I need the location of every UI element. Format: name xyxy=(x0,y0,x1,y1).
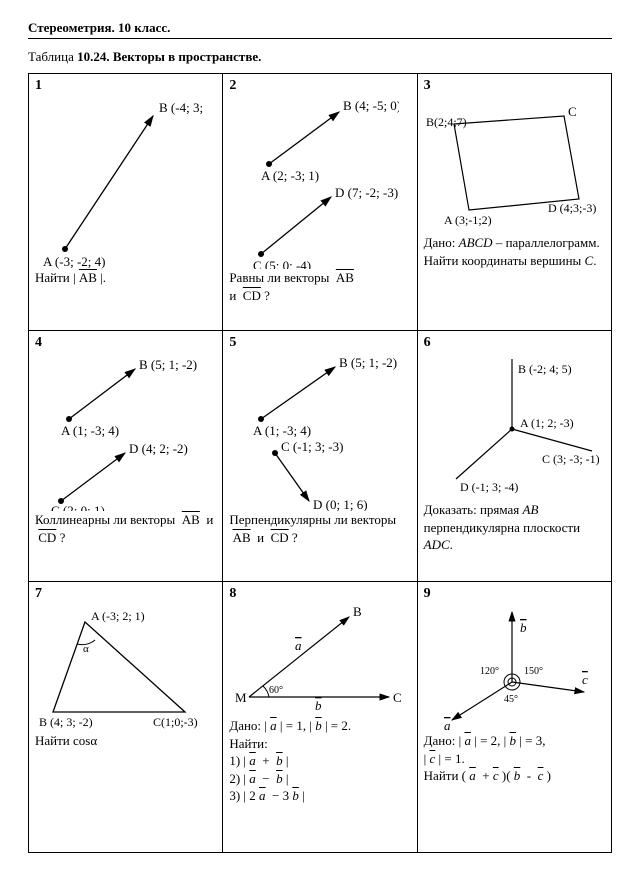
page-header: Стереометрия. 10 класс. xyxy=(28,20,612,39)
svg-text:B (-2; 4; 5): B (-2; 4; 5) xyxy=(518,362,572,376)
svg-text:c: c xyxy=(582,672,588,687)
cell-number: 4 xyxy=(35,335,216,351)
svg-text:D (4; 2; -2): D (4; 2; -2) xyxy=(129,441,188,456)
svg-text:A (-3; 2; 1): A (-3; 2; 1) xyxy=(91,609,145,623)
task-text: Дано: | a | = 2, | b | = 3, | c | = 1. Н… xyxy=(424,732,605,785)
cell-3: 3 B(2;4;7) C D (4;3;-3) A (3;-1;2) Дано:… xyxy=(417,74,611,331)
diagram-1: B (-4; 3; 2) A (-3; -2; 4) xyxy=(35,94,205,269)
svg-text:a: a xyxy=(295,638,302,653)
cell-4: 4 B (5; 1; -2) A (1; -3; 4) D (4; 2; -2)… xyxy=(29,331,223,582)
label-A: A (-3; -2; 4) xyxy=(43,254,105,269)
task-text: Найти cosα xyxy=(35,732,216,750)
cell-7: 7 α A (-3; 2; 1) B (4; 3; -2) C(1;0;-3) … xyxy=(29,582,223,853)
cell-number: 1 xyxy=(35,78,216,94)
title-prefix: Таблица xyxy=(28,49,77,64)
cell-9: 9 b c a 120° 150° 45° Дано: | a | = 2, |… xyxy=(417,582,611,853)
diagram-4: B (5; 1; -2) A (1; -3; 4) D (4; 2; -2) C… xyxy=(35,351,205,511)
svg-text:B (5; 1; -2): B (5; 1; -2) xyxy=(139,357,197,372)
problem-grid: 1 B (-4; 3; 2) A (-3; -2; 4) Найти | AB … xyxy=(28,73,612,853)
svg-text:60°: 60° xyxy=(269,685,283,696)
cell-number: 9 xyxy=(424,586,605,602)
task-text: Равны ли векторы ABи CD ? xyxy=(229,269,410,304)
svg-text:A (1; -3; 4): A (1; -3; 4) xyxy=(61,423,119,438)
svg-text:a: a xyxy=(444,718,451,732)
svg-text:C (5; 0; -4): C (5; 0; -4) xyxy=(253,258,311,269)
svg-text:B (4; -5; 0): B (4; -5; 0) xyxy=(343,98,399,113)
svg-text:α: α xyxy=(83,643,89,655)
svg-text:C: C xyxy=(568,104,577,119)
svg-text:A (1; -3; 4): A (1; -3; 4) xyxy=(253,423,311,438)
svg-text:D (4;3;-3): D (4;3;-3) xyxy=(548,201,596,215)
svg-text:150°: 150° xyxy=(524,666,543,677)
task-text: Перпендикулярны ли векторы AB и CD ? xyxy=(229,511,410,546)
task-text: Коллинеарны ли векторы AB и CD ? xyxy=(35,511,216,546)
cell-number: 2 xyxy=(229,78,410,94)
svg-text:D (0; 1; 6): D (0; 1; 6) xyxy=(313,497,368,511)
task-text: Дано: ABCD – паралле­лограмм. Найти коор… xyxy=(424,234,605,269)
cell-number: 8 xyxy=(229,586,410,602)
svg-text:D (7; -2; -3): D (7; -2; -3) xyxy=(335,185,398,200)
cell-number: 7 xyxy=(35,586,216,602)
svg-text:A (2; -3; 1): A (2; -3; 1) xyxy=(261,168,319,183)
svg-text:C (-1; 3; -3): C (-1; 3; -3) xyxy=(281,439,343,454)
svg-text:120°: 120° xyxy=(480,666,499,677)
cell-number: 6 xyxy=(424,335,605,351)
diagram-5: B (5; 1; -2) A (1; -3; 4) C (-1; 3; -3) … xyxy=(229,351,399,511)
svg-text:A (3;-1;2): A (3;-1;2) xyxy=(444,213,492,227)
cell-2: 2 B (4; -5; 0) A (2; -3; 1) D (7; -2; -3… xyxy=(223,74,417,331)
label-B: B (-4; 3; 2) xyxy=(159,100,205,115)
svg-text:C (2; 0; 1): C (2; 0; 1) xyxy=(51,503,105,511)
diagram-7: α A (-3; 2; 1) B (4; 3; -2) C(1;0;-3) xyxy=(35,602,210,732)
task-text: Доказать: прямая AB перпендикулярна плос… xyxy=(424,501,605,554)
svg-text:B (5; 1; -2): B (5; 1; -2) xyxy=(339,355,397,370)
cell-5: 5 B (5; 1; -2) A (1; -3; 4) C (-1; 3; -3… xyxy=(223,331,417,582)
diagram-6: B (-2; 4; 5) A (1; 2; -3) C (3; -3; -1) … xyxy=(424,351,599,501)
svg-text:45°: 45° xyxy=(504,694,518,705)
diagram-9: b c a 120° 150° 45° xyxy=(424,602,599,732)
cell-1: 1 B (-4; 3; 2) A (-3; -2; 4) Найти | AB … xyxy=(29,74,223,331)
svg-text:M: M xyxy=(235,690,247,705)
svg-text:A (1; 2; -3): A (1; 2; -3) xyxy=(520,416,574,430)
svg-text:C: C xyxy=(393,690,402,705)
cell-6: 6 B (-2; 4; 5) A (1; 2; -3) C (3; -3; -1… xyxy=(417,331,611,582)
svg-text:B: B xyxy=(353,604,362,619)
diagram-8: 60° M B C a b xyxy=(229,602,404,717)
svg-text:B(2;4;7): B(2;4;7) xyxy=(426,115,467,129)
diagram-2: B (4; -5; 0) A (2; -3; 1) D (7; -2; -3) … xyxy=(229,94,399,269)
svg-text:C (3; -3; -1): C (3; -3; -1) xyxy=(542,452,599,466)
svg-text:D (-1; 3; -4): D (-1; 3; -4) xyxy=(460,480,518,494)
svg-text:b: b xyxy=(520,620,527,635)
svg-text:B (4; 3; -2): B (4; 3; -2) xyxy=(39,715,93,729)
title-number: 10.24. Векторы в пространстве. xyxy=(77,49,261,64)
task-text: Дано: | a | = 1, | b | = 2. Найти: 1) | … xyxy=(229,717,410,805)
table-title: Таблица 10.24. Векторы в пространстве. xyxy=(28,49,612,65)
diagram-3: B(2;4;7) C D (4;3;-3) A (3;-1;2) xyxy=(424,94,599,234)
svg-text:C(1;0;-3): C(1;0;-3) xyxy=(153,715,198,729)
svg-text:b: b xyxy=(315,698,322,713)
cell-number: 3 xyxy=(424,78,605,94)
cell-8: 8 60° M B C a b Дано: | a | = 1, | b | =… xyxy=(223,582,417,853)
cell-number: 5 xyxy=(229,335,410,351)
task-text: Найти | AB |. xyxy=(35,269,216,287)
